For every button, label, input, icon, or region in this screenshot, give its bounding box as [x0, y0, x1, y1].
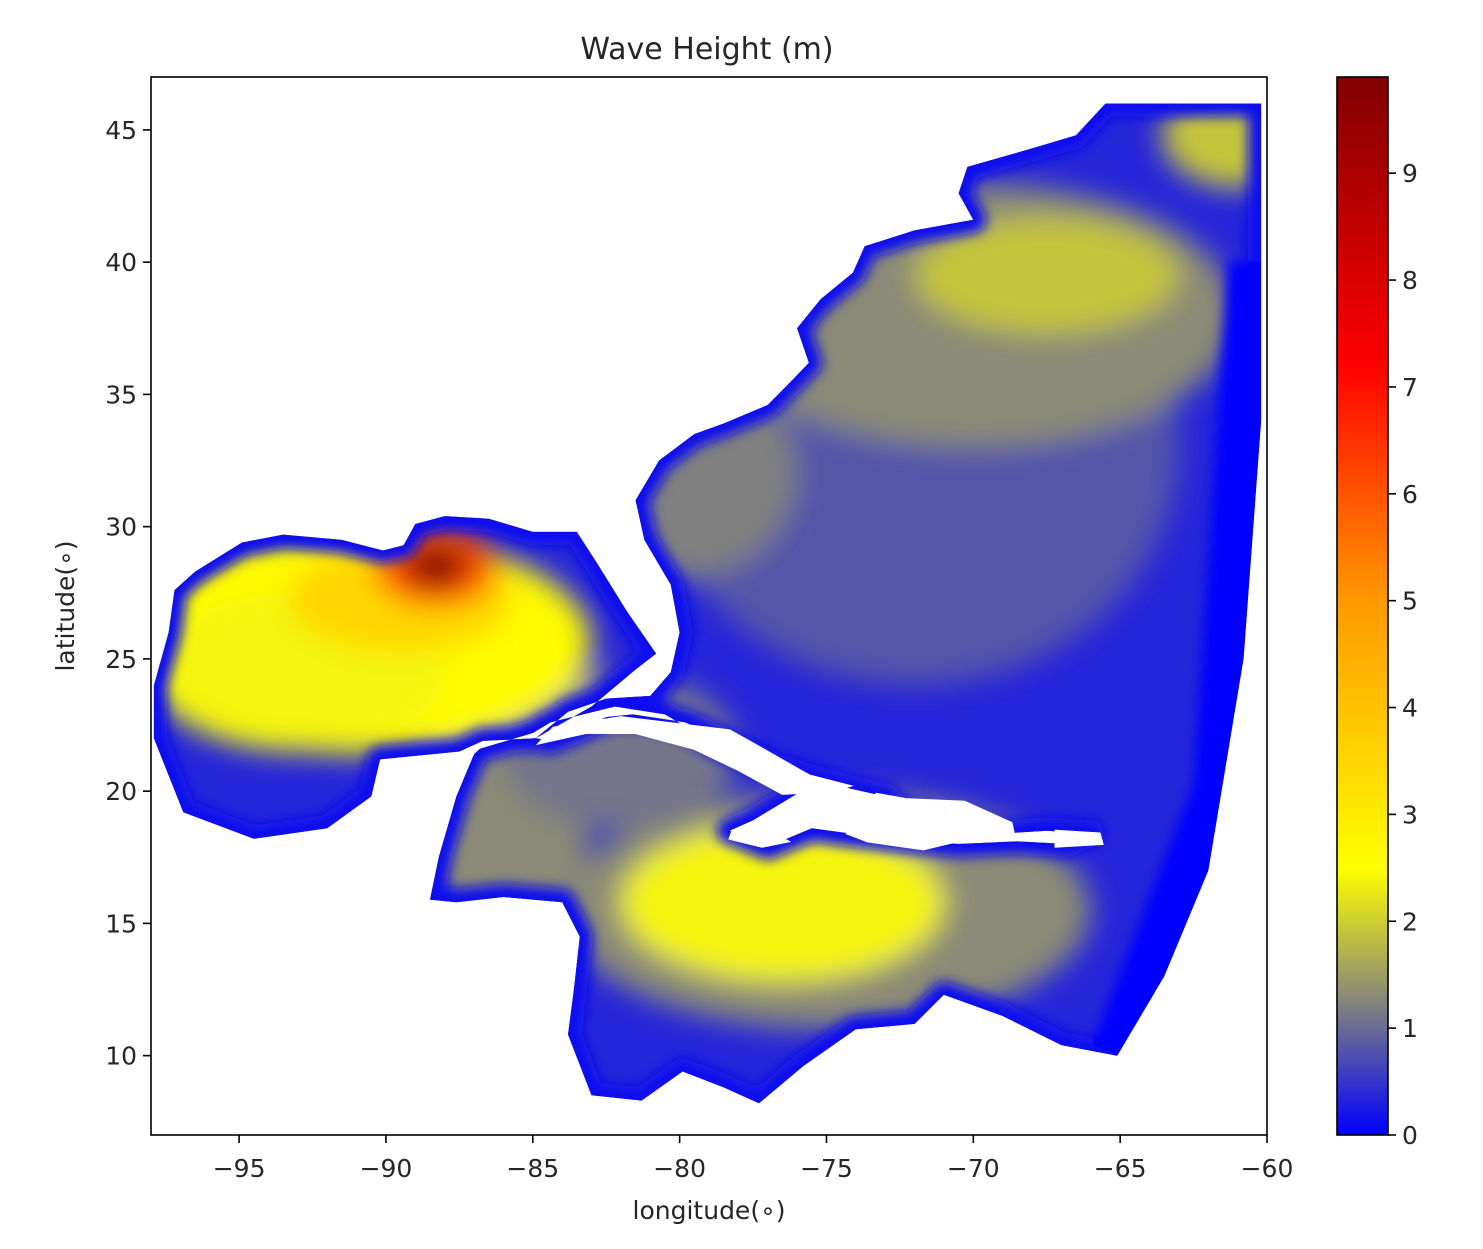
x-tick-label: −65 — [1094, 1154, 1147, 1183]
x-tick-label: −80 — [653, 1154, 706, 1183]
colorbar-tick-label: 9 — [1402, 159, 1418, 188]
field-contour — [562, 367, 798, 580]
x-tick-label: −70 — [947, 1154, 1000, 1183]
field-contour — [620, 822, 944, 982]
colorbar-tick-label: 8 — [1402, 266, 1418, 295]
island-land — [845, 792, 1016, 851]
x-axis: −95 −90 −85 −80 −75 −70 −65 −60 — [213, 1135, 1294, 1183]
x-tick-label: −95 — [213, 1154, 266, 1183]
colorbar-tick-label: 3 — [1402, 800, 1418, 829]
colorbar-frame — [1336, 76, 1389, 1136]
ocean-field — [153, 103, 1262, 1104]
colorbar-gradient — [1337, 77, 1388, 1135]
field-contour — [914, 217, 1179, 334]
colorbar-tick-label: 0 — [1402, 1121, 1418, 1150]
y-axis: 10 15 20 25 30 35 40 45 — [105, 116, 151, 1071]
x-tick-label: −85 — [506, 1154, 559, 1183]
colorbar-tick-label: 2 — [1402, 907, 1418, 936]
field-contour — [403, 545, 469, 588]
plot-frame — [150, 76, 1268, 1136]
wave-height-field — [153, 103, 1262, 1104]
colorbar-tick-label: 1 — [1402, 1014, 1418, 1043]
y-tick-label: 20 — [105, 777, 137, 806]
y-tick-label: 30 — [105, 513, 137, 542]
colorbar-tick-label: 5 — [1402, 587, 1418, 616]
x-tick-label: −60 — [1241, 1154, 1294, 1183]
x-tick-label: −75 — [800, 1154, 853, 1183]
x-tick-label: −90 — [360, 1154, 413, 1183]
x-axis-label: longitude(∘) — [633, 1196, 786, 1225]
plot-area — [153, 103, 1262, 1104]
field-contour — [1161, 103, 1262, 189]
y-tick-label: 40 — [105, 248, 137, 277]
y-tick-label: 35 — [105, 380, 137, 409]
island-land — [535, 716, 854, 795]
chart-title: Wave Height (m) — [580, 32, 833, 67]
coastal-edge — [153, 503, 670, 852]
colorbar-ticks: 0 1 2 3 4 5 6 7 8 9 — [1388, 159, 1418, 1150]
colorbar: 0 1 2 3 4 5 6 7 8 9 — [1336, 76, 1418, 1150]
island-land — [728, 829, 792, 848]
y-axis-label: latitude(∘) — [51, 540, 80, 671]
y-tick-label: 10 — [105, 1042, 137, 1071]
colorbar-tick-label: 6 — [1402, 480, 1418, 509]
y-tick-label: 25 — [105, 645, 137, 674]
colorbar-tick-label: 4 — [1402, 694, 1418, 723]
y-tick-label: 45 — [105, 116, 137, 145]
colorbar-tick-label: 7 — [1402, 373, 1418, 402]
island-land — [1054, 829, 1104, 848]
y-tick-label: 15 — [105, 909, 137, 938]
